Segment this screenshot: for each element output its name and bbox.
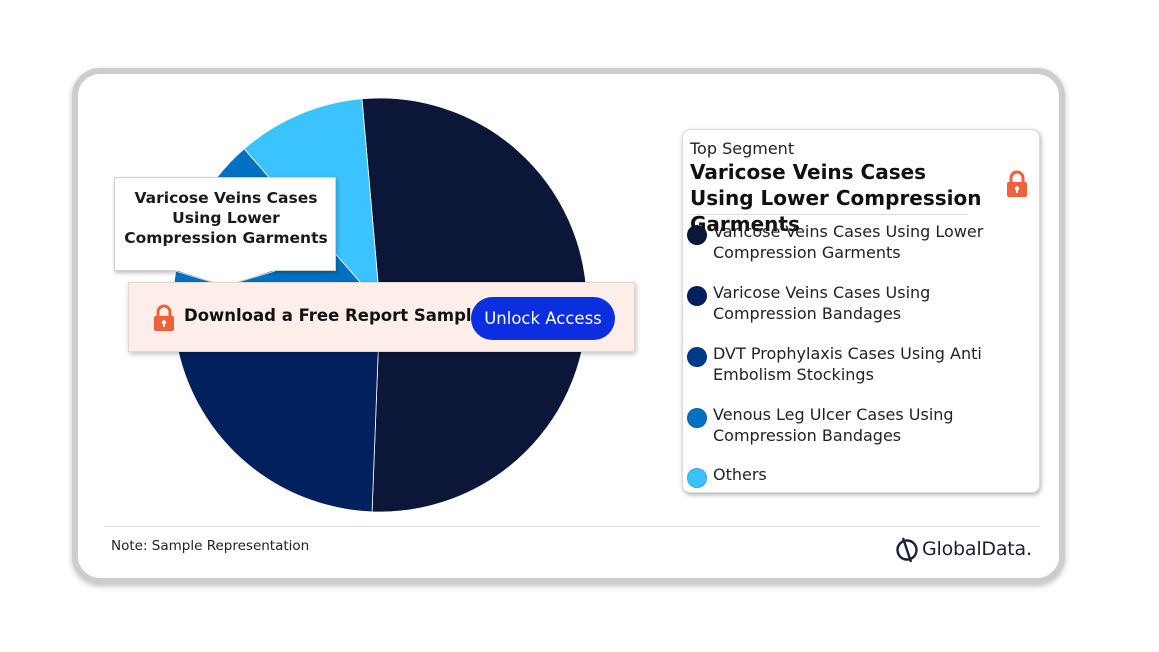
legend-swatch	[687, 225, 707, 245]
legend-label: DVT Prophylaxis Cases Using Anti Embolis…	[713, 344, 982, 384]
legend-label: Varicose Veins Cases Using Lower Compres…	[713, 222, 984, 262]
footer-divider	[104, 526, 1040, 527]
legend-separator	[690, 214, 968, 215]
legend-label: Varicose Veins Cases Using Compression B…	[713, 283, 931, 323]
lock-icon[interactable]	[1005, 170, 1029, 198]
legend-swatch	[687, 408, 707, 428]
legend-swatch	[687, 347, 707, 367]
globaldata-logo-icon	[896, 537, 918, 563]
download-sample-bar: Download a Free Report Sample Unlock Acc…	[128, 282, 635, 352]
download-text: Download a Free Report Sample	[184, 306, 483, 325]
top-segment-callout: Varicose Veins Cases Using Lower Compres…	[114, 177, 336, 271]
logo-text: GlobalData.	[922, 538, 1032, 560]
footer-note: Note: Sample Representation	[111, 538, 310, 554]
legend-label: Venous Leg Ulcer Cases Using Compression…	[713, 405, 954, 445]
legend-label: Others	[713, 465, 767, 484]
callout-text: Varicose Veins Cases Using Lower Compres…	[124, 189, 328, 247]
legend-swatch	[687, 468, 707, 488]
unlock-access-button[interactable]: Unlock Access	[471, 297, 615, 340]
legend-panel: Top Segment Varicose Veins Cases Using L…	[682, 129, 1040, 493]
pie-slice-2	[177, 304, 381, 513]
globaldata-logo: GlobalData.	[895, 534, 1032, 564]
lock-icon	[154, 304, 174, 331]
top-segment-title: Varicose Veins Cases Using Lower Compres…	[690, 160, 982, 236]
legend-swatch	[687, 286, 707, 306]
top-segment-label: Top Segment	[690, 139, 795, 158]
